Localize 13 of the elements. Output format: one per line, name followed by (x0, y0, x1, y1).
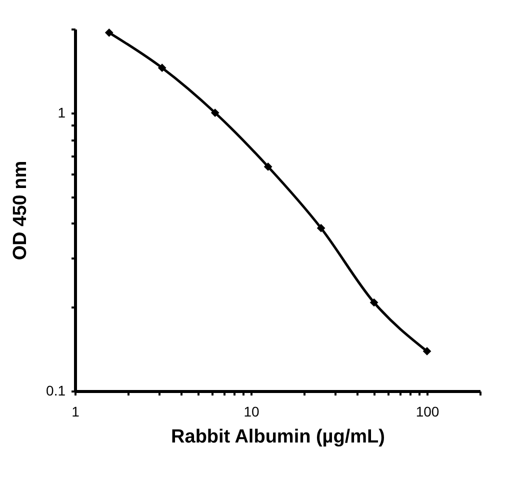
x-axis-title: Rabbit Albumin (µg/mL) (171, 426, 385, 448)
x-tick-label: 1 (72, 404, 80, 420)
point (370, 298, 378, 307)
point (264, 162, 272, 171)
x-tick-label: 10 (244, 404, 260, 420)
y-axis-title: OD 450 nm (10, 160, 32, 260)
point (210, 108, 220, 117)
point (104, 28, 114, 37)
point (158, 64, 166, 72)
x-tick-label: 100 (416, 404, 440, 420)
y-tick-label: 0.1 (46, 382, 66, 398)
point (422, 347, 432, 356)
point (316, 224, 326, 232)
